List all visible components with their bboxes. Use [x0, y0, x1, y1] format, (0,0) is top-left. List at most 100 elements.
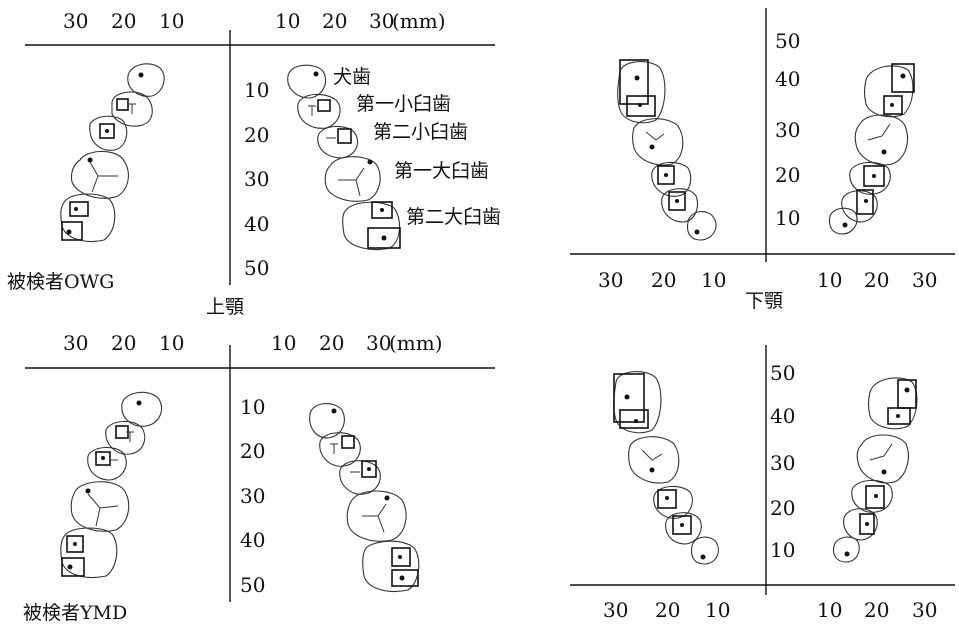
- second-premolar-box: [337, 128, 352, 144]
- x-tick: 20: [111, 9, 136, 33]
- canine-center: [844, 551, 850, 557]
- second-premolar-outline: [87, 446, 127, 481]
- y-tick: 10: [770, 538, 795, 562]
- label-first-molar: 第一大臼歯: [394, 160, 489, 182]
- first-molar-outline: [324, 156, 381, 202]
- canine-outline: [287, 64, 327, 99]
- canine-center: [138, 72, 144, 78]
- y-tick: 30: [770, 451, 795, 475]
- first-premolar-box: [672, 515, 692, 535]
- left-arch-teeth: [60, 63, 165, 243]
- first-premolar-center: [865, 522, 869, 526]
- second-premolar-center: [105, 129, 109, 133]
- second-molar-center: [890, 103, 894, 107]
- first-molar-outline: [627, 436, 680, 484]
- second-premolar-center: [664, 173, 668, 177]
- second-molar-outline: [867, 377, 918, 430]
- y-tick: 50: [244, 256, 269, 280]
- y-tick: 40: [775, 67, 800, 91]
- second-molar-center: [896, 414, 900, 418]
- y-tick: 10: [775, 206, 800, 230]
- second-premolar-outline: [89, 115, 128, 151]
- y-tick: 20: [240, 439, 265, 463]
- second-molar-outline: [362, 540, 420, 593]
- canine-outline: [690, 536, 719, 565]
- x-tick: 10: [271, 331, 296, 355]
- canine-center: [694, 229, 700, 235]
- y-tick: 20: [770, 496, 795, 520]
- caption-mandible: 下顎: [745, 290, 783, 312]
- second-premolar-box: [95, 451, 111, 466]
- label-second-premolar: 第二小臼歯: [373, 121, 468, 143]
- label-second-molar: 第二大臼歯: [406, 206, 501, 228]
- first-molar-center: [881, 149, 887, 155]
- right-arch-teeth: [309, 403, 420, 593]
- second-molar-box: [391, 547, 411, 567]
- first-molar-outline: [70, 150, 129, 199]
- second-molar-center: [66, 229, 72, 235]
- second-molar-box: [69, 201, 89, 217]
- second-molar-center: [381, 235, 387, 241]
- x-tick: 10: [701, 268, 726, 292]
- y-tick: 30: [775, 118, 800, 142]
- first-premolar-box: [116, 98, 129, 111]
- panel-ymd-mandible: 50 40 30 20 10 30 20 10 10 20 30: [570, 345, 955, 622]
- x-tick: 20: [651, 268, 676, 292]
- second-molar-center: [900, 73, 906, 79]
- groove: [867, 123, 891, 141]
- second-premolar-outline: [317, 125, 359, 159]
- x-tick: 30: [912, 268, 937, 292]
- groove: [362, 503, 387, 533]
- canine-center: [842, 222, 848, 228]
- first-premolar-outline: [843, 508, 878, 541]
- subject-caption-owg: 被検者OWG: [7, 271, 114, 293]
- groove: [128, 103, 136, 114]
- y-tick: 20: [244, 123, 269, 147]
- first-premolar-outline: [297, 93, 341, 129]
- second-molar-center: [73, 542, 77, 546]
- y-tick: 30: [244, 167, 269, 191]
- second-premolar-center: [665, 496, 669, 500]
- y-tick: 40: [244, 212, 269, 236]
- y-tick: 40: [240, 528, 265, 552]
- second-molar-center: [638, 103, 642, 107]
- first-premolar-outline: [665, 512, 702, 545]
- first-molar-center: [87, 157, 93, 163]
- x-tick: 30: [366, 331, 391, 355]
- second-premolar-outline: [651, 161, 692, 197]
- second-molar-center: [74, 207, 78, 211]
- first-molar-outline: [631, 118, 684, 166]
- x-tick: 10: [817, 598, 842, 622]
- second-molar-outline: [60, 527, 118, 579]
- second-molar-box: [61, 557, 85, 577]
- x-tick: 10: [817, 268, 842, 292]
- first-premolar-box: [341, 435, 355, 449]
- x-tick: 10: [705, 598, 730, 622]
- first-premolar-outline: [841, 190, 878, 223]
- right-arch-teeth: [828, 63, 915, 235]
- second-premolar-center: [367, 467, 371, 471]
- x-tick: 10: [159, 331, 184, 355]
- y-tick: 10: [244, 78, 269, 102]
- x-tick: 30: [63, 331, 88, 355]
- x-tick: 30: [912, 598, 937, 622]
- first-molar-center: [85, 488, 91, 494]
- second-molar-center: [634, 75, 640, 81]
- second-molar-outline: [342, 201, 401, 251]
- second-molar-center: [380, 208, 384, 212]
- canine-outline: [686, 211, 717, 241]
- groove: [641, 449, 663, 461]
- second-molar-box: [887, 407, 911, 425]
- groove: [869, 443, 893, 461]
- x-tick: 20: [655, 598, 680, 622]
- second-molar-box: [619, 409, 649, 429]
- first-premolar-box: [859, 513, 875, 535]
- first-molar-outline: [70, 481, 130, 532]
- second-molar-center: [634, 419, 638, 423]
- groove: [645, 131, 665, 141]
- first-molar-outline: [854, 114, 909, 166]
- y-tick: 40: [770, 404, 795, 428]
- panel-owg-maxilla: 30 20 10 10 20 30 (mm) 10 20 30 40 50: [7, 9, 501, 318]
- second-premolar-outline: [851, 479, 893, 513]
